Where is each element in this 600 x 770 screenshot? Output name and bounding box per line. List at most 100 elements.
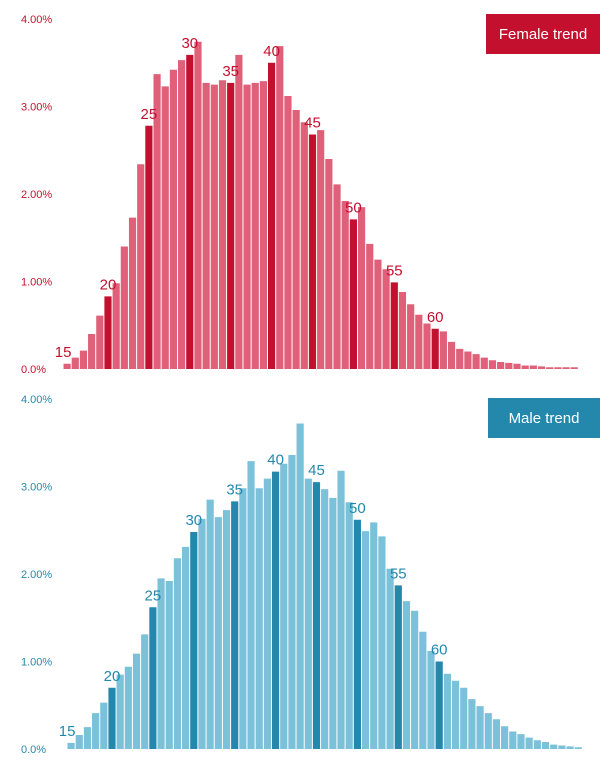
male-bar-age-45 <box>312 482 321 750</box>
female-bar-age-31 <box>194 41 202 369</box>
female-bar-age-70 <box>513 363 521 369</box>
male-bar-age-68 <box>501 726 509 749</box>
female-bar-age-73 <box>537 366 546 370</box>
female-bar-age-67 <box>488 360 497 369</box>
male-bar-age-74 <box>550 744 558 750</box>
male-bar-age-20 <box>108 687 116 749</box>
male-bar-label-20: 20 <box>104 668 121 685</box>
female-bar-age-52 <box>366 243 374 370</box>
male-bar-age-29 <box>182 546 190 750</box>
female-bar-label-40: 40 <box>263 43 280 60</box>
female-bar-label-50: 50 <box>345 199 362 216</box>
male-bar-label-35: 35 <box>226 481 243 498</box>
male-bar-label-60: 60 <box>431 642 448 659</box>
female-bar-age-59 <box>423 323 431 369</box>
female-bar-age-15 <box>63 363 71 369</box>
male-bar-age-48 <box>337 470 345 749</box>
male-y-tick-label: 4.00% <box>21 394 52 406</box>
female-trend-legend-badge: Female trend <box>486 14 600 54</box>
male-bar-age-70 <box>517 734 525 750</box>
female-bar-age-23 <box>128 217 137 370</box>
female-bar-age-55 <box>390 282 398 370</box>
female-bar-age-60 <box>431 328 439 369</box>
male-bar-age-50 <box>353 519 361 749</box>
male-bar-age-36 <box>239 488 247 749</box>
male-bar-age-19 <box>100 702 108 750</box>
female-bar-age-77 <box>570 367 578 369</box>
male-bar-age-16 <box>75 735 83 749</box>
female-bar-age-66 <box>480 357 488 370</box>
female-bar-label-35: 35 <box>222 63 239 80</box>
female-bar-age-53 <box>374 259 382 370</box>
male-bar-age-64 <box>468 699 476 750</box>
male-bar-age-67 <box>492 719 501 749</box>
male-bar-age-69 <box>509 731 517 749</box>
female-y-tick-label: 1.00% <box>21 277 52 289</box>
male-bar-age-60 <box>435 661 443 749</box>
male-bar-age-66 <box>484 713 492 750</box>
female-bar-age-65 <box>472 354 480 370</box>
female-bar-age-75 <box>554 367 562 369</box>
male-bar-age-17 <box>83 727 92 750</box>
female-bar-age-54 <box>382 269 390 369</box>
female-y-tick-label: 4.00% <box>21 14 52 26</box>
male-bar-age-71 <box>525 737 533 750</box>
female-bar-age-74 <box>546 367 554 369</box>
female-bar-label-25: 25 <box>141 106 158 123</box>
female-bar-age-47 <box>325 159 333 369</box>
male-y-tick-label: 2.00% <box>21 569 52 581</box>
female-bar-age-21 <box>112 283 120 369</box>
female-bar-age-40 <box>268 62 276 369</box>
male-bar-label-25: 25 <box>145 587 162 604</box>
male-bar-age-44 <box>304 478 312 750</box>
male-bar-age-77 <box>574 747 582 749</box>
male-bar-label-30: 30 <box>185 512 202 529</box>
female-bar-age-68 <box>497 362 505 369</box>
male-bar-age-49 <box>345 502 353 749</box>
female-bar-age-33 <box>210 84 218 370</box>
female-bar-age-16 <box>71 357 79 370</box>
female-bar-age-45 <box>308 134 317 369</box>
female-bar-age-43 <box>292 110 300 369</box>
female-bar-age-61 <box>439 331 447 370</box>
female-bar-age-42 <box>284 96 292 369</box>
female-bar-age-71 <box>521 365 529 369</box>
male-bar-age-39 <box>263 478 271 750</box>
male-bar-age-62 <box>451 680 460 749</box>
male-bar-age-22 <box>124 666 132 749</box>
female-bar-age-30 <box>186 54 194 370</box>
male-bar-age-73 <box>541 742 550 749</box>
male-y-tick-label: 0.0% <box>21 744 46 756</box>
female-bar-age-58 <box>415 314 423 369</box>
female-bar-label-20: 20 <box>100 276 117 293</box>
male-bar-age-25 <box>149 607 157 749</box>
female-bar-age-41 <box>276 46 284 370</box>
female-bar-age-24 <box>137 164 145 369</box>
female-bar-label-45: 45 <box>304 115 321 132</box>
male-y-tick-label: 3.00% <box>21 482 52 494</box>
female-bar-age-32 <box>202 82 210 370</box>
female-bar-age-72 <box>529 365 537 369</box>
female-bar-age-35 <box>227 82 235 370</box>
female-bar-age-19 <box>96 315 104 370</box>
male-bar-age-42 <box>288 455 296 749</box>
female-y-tick-label: 0.0% <box>21 364 46 376</box>
male-bar-age-65 <box>476 706 484 750</box>
male-bar-age-47 <box>329 497 337 750</box>
female-bar-age-63 <box>456 348 464 370</box>
male-bar-age-56 <box>402 601 411 750</box>
male-bar-label-40: 40 <box>267 452 284 469</box>
female-bar-age-34 <box>218 80 227 369</box>
female-bar-age-51 <box>357 207 366 370</box>
male-bar-label-15: 15 <box>59 723 76 740</box>
female-bar-age-50 <box>349 219 357 370</box>
male-bar-age-37 <box>247 461 255 750</box>
female-bar-age-26 <box>153 74 161 370</box>
male-trend-legend-badge: Male trend <box>488 398 600 438</box>
male-bar-age-30 <box>190 532 198 749</box>
male-y-tick-label: 1.00% <box>21 657 52 669</box>
male-bar-age-63 <box>460 687 468 749</box>
female-bar-age-39 <box>259 81 267 370</box>
female-bar-age-27 <box>161 86 169 370</box>
male-bar-age-54 <box>386 568 394 749</box>
